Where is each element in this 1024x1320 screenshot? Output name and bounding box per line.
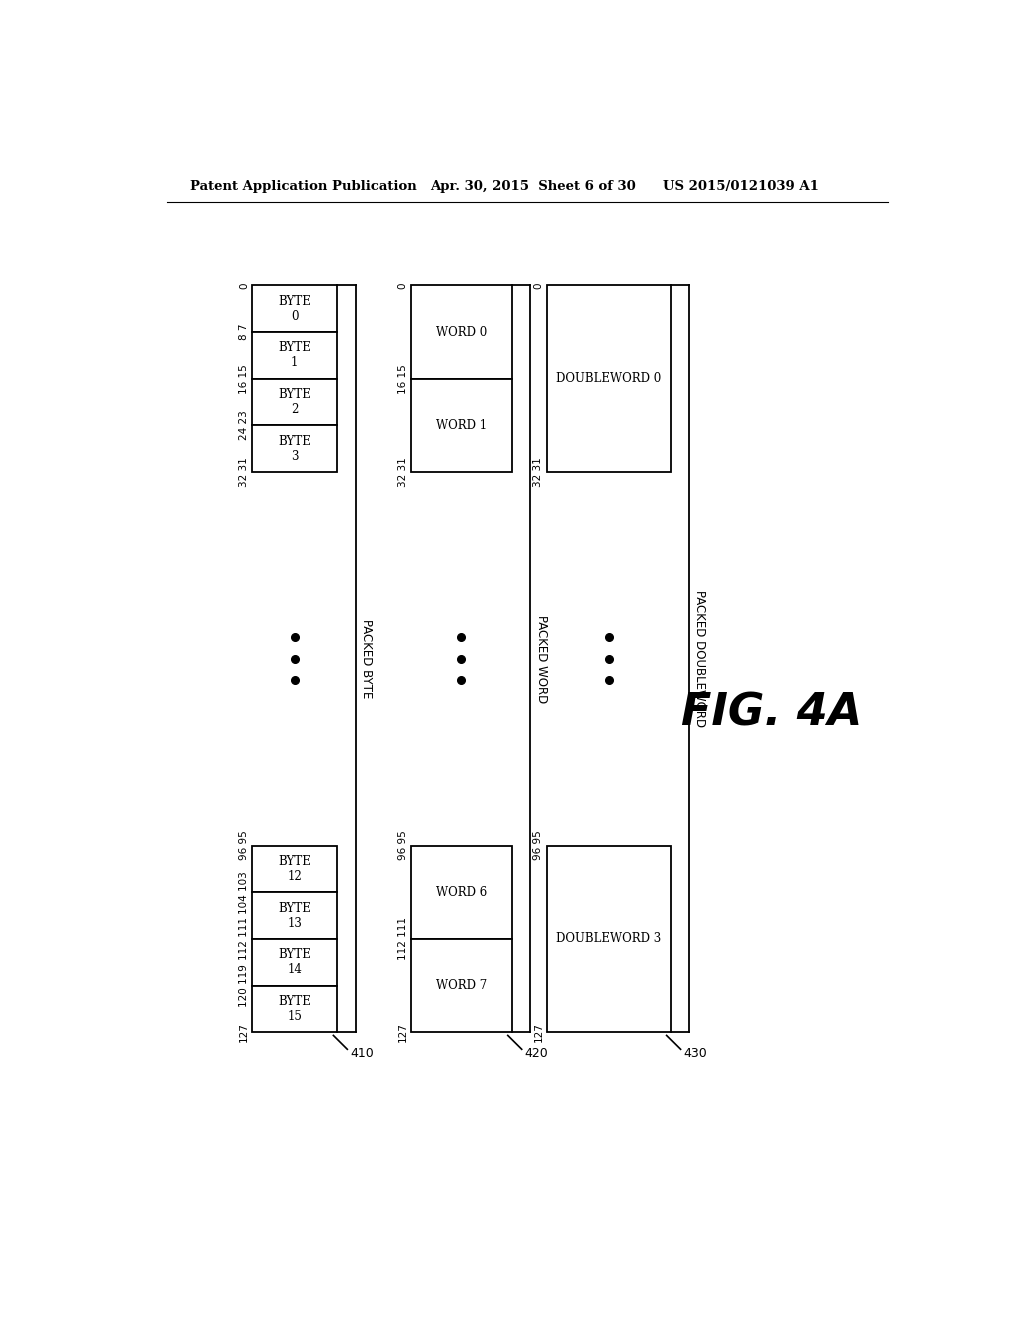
Text: 32 31: 32 31 <box>239 457 249 487</box>
Text: BYTE
15: BYTE 15 <box>279 995 311 1023</box>
Bar <box>252 986 337 1032</box>
Text: 112 111: 112 111 <box>397 917 408 961</box>
Text: 112 111: 112 111 <box>239 917 249 961</box>
Text: 420: 420 <box>524 1047 549 1060</box>
Text: 0: 0 <box>534 282 544 289</box>
Text: BYTE
14: BYTE 14 <box>279 948 311 977</box>
Text: US 2015/0121039 A1: US 2015/0121039 A1 <box>663 181 818 194</box>
Text: WORD 0: WORD 0 <box>435 326 486 339</box>
Text: Patent Application Publication: Patent Application Publication <box>190 181 417 194</box>
Text: 16 15: 16 15 <box>397 364 408 393</box>
Text: 104 103: 104 103 <box>239 871 249 913</box>
Text: 96 95: 96 95 <box>397 830 408 861</box>
Bar <box>411 939 512 1032</box>
Text: Apr. 30, 2015  Sheet 6 of 30: Apr. 30, 2015 Sheet 6 of 30 <box>430 181 636 194</box>
Bar <box>252 892 337 939</box>
Bar <box>252 939 337 986</box>
Text: 120 119: 120 119 <box>239 964 249 1007</box>
Bar <box>252 285 337 333</box>
Text: BYTE
3: BYTE 3 <box>279 434 311 463</box>
Text: 430: 430 <box>684 1047 708 1060</box>
Text: 8 7: 8 7 <box>239 323 249 341</box>
Text: BYTE
12: BYTE 12 <box>279 855 311 883</box>
Text: DOUBLEWORD 0: DOUBLEWORD 0 <box>556 372 662 385</box>
Text: 127: 127 <box>239 1023 249 1043</box>
Bar <box>252 425 337 473</box>
Text: 0: 0 <box>239 282 249 289</box>
Text: 96 95: 96 95 <box>534 830 544 861</box>
Text: BYTE
2: BYTE 2 <box>279 388 311 416</box>
Text: PACKED BYTE: PACKED BYTE <box>360 619 373 698</box>
Text: 16 15: 16 15 <box>239 364 249 393</box>
Text: WORD 6: WORD 6 <box>435 886 486 899</box>
Text: WORD 1: WORD 1 <box>435 418 486 432</box>
Text: 127: 127 <box>534 1023 544 1043</box>
Text: BYTE
13: BYTE 13 <box>279 902 311 929</box>
Bar <box>411 285 512 379</box>
Bar <box>547 285 671 473</box>
Text: 32 31: 32 31 <box>397 457 408 487</box>
Text: 32 31: 32 31 <box>534 457 544 487</box>
Text: DOUBLEWORD 3: DOUBLEWORD 3 <box>556 932 662 945</box>
Text: BYTE
1: BYTE 1 <box>279 342 311 370</box>
Bar <box>252 379 337 425</box>
Bar <box>252 333 337 379</box>
Bar <box>252 846 337 892</box>
Text: 24 23: 24 23 <box>239 411 249 441</box>
Bar <box>411 846 512 939</box>
Text: FIG. 4A: FIG. 4A <box>681 692 862 734</box>
Text: PACKED WORD: PACKED WORD <box>535 615 548 704</box>
Text: 410: 410 <box>350 1047 374 1060</box>
Bar <box>411 379 512 473</box>
Text: 96 95: 96 95 <box>239 830 249 861</box>
Bar <box>547 846 671 1032</box>
Text: PACKED DOUBLEWORD: PACKED DOUBLEWORD <box>693 590 707 727</box>
Text: 0: 0 <box>397 282 408 289</box>
Text: BYTE
0: BYTE 0 <box>279 294 311 323</box>
Text: 127: 127 <box>397 1023 408 1043</box>
Text: WORD 7: WORD 7 <box>435 979 486 993</box>
